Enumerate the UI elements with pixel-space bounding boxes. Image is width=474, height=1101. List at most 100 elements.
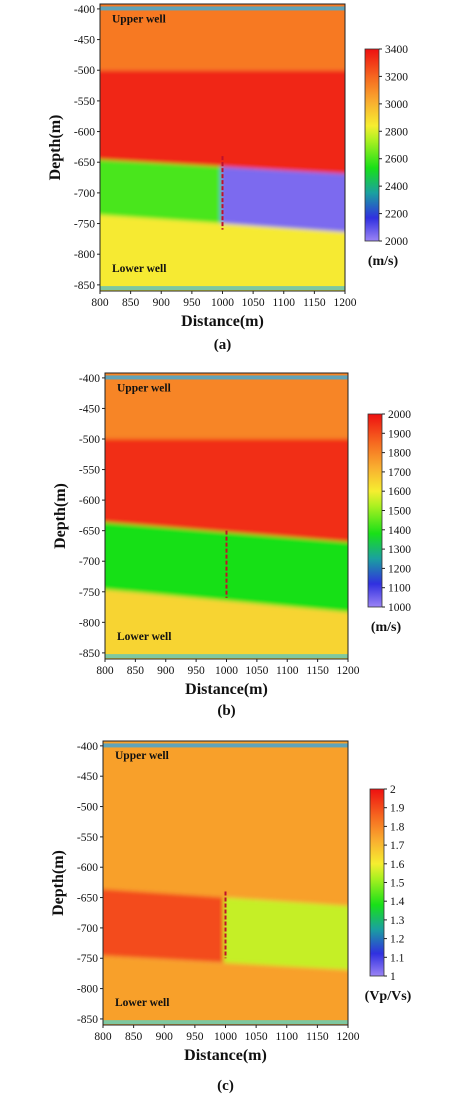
y-tick-label: -800 xyxy=(74,249,95,261)
colorbar-tick-label: 2200 xyxy=(385,209,408,221)
y-axis-label: Depth(m) xyxy=(47,115,64,181)
colorbar-tick-label: 1.4 xyxy=(390,896,405,908)
layer-1-right xyxy=(223,897,348,970)
layer-2 xyxy=(103,955,348,1025)
x-tick-label: 850 xyxy=(125,1031,143,1043)
x-tick-label: 1000 xyxy=(214,1031,237,1043)
x-tick-label: 850 xyxy=(122,297,140,309)
y-tick-label: -550 xyxy=(79,465,100,477)
y-tick-label: -450 xyxy=(77,771,98,783)
y-tick-label: -650 xyxy=(77,893,98,905)
y-axis-label: Depth(m) xyxy=(52,483,69,549)
lower-well-label: Lower well xyxy=(115,997,169,1009)
upper-well-strip xyxy=(103,743,348,748)
upper-well-strip xyxy=(105,375,348,380)
y-tick-label: -450 xyxy=(74,35,95,47)
colorbar xyxy=(364,48,380,242)
colorbar-tick-label: 1600 xyxy=(388,486,411,498)
y-tick-label: -500 xyxy=(74,65,95,77)
colorbar-tick-label: 1700 xyxy=(388,467,411,479)
y-tick-label: -700 xyxy=(79,556,100,568)
upper-well-label: Upper well xyxy=(117,382,171,394)
y-tick-label: -600 xyxy=(79,495,100,507)
lower-well-strip xyxy=(100,286,345,291)
colorbar-tick-label: 1500 xyxy=(388,506,411,518)
panel-caption: (c) xyxy=(217,1078,234,1094)
y-tick-label: -500 xyxy=(79,434,100,446)
colorbar-tick-label: 1 xyxy=(390,971,396,983)
colorbar-tick-label: 3400 xyxy=(385,44,408,56)
colorbar-tick-label: 1.5 xyxy=(390,878,405,890)
x-tick-label: 1000 xyxy=(215,665,238,677)
x-tick-label: 1100 xyxy=(276,665,299,677)
lower-well-strip xyxy=(105,654,348,659)
x-tick-label: 1150 xyxy=(303,297,326,309)
layer-2-right xyxy=(220,166,345,233)
layer-3 xyxy=(100,215,345,291)
colorbar-tick-label: 1400 xyxy=(388,525,411,537)
colorbar-tick-label: 1.1 xyxy=(390,952,405,964)
colorbar-tick-label: 1200 xyxy=(388,563,411,575)
y-tick-label: -600 xyxy=(77,862,98,874)
y-tick-label: -500 xyxy=(77,802,98,814)
upper-well-strip xyxy=(100,6,345,11)
heatmap-area xyxy=(103,741,348,1025)
colorbar-tick-label: 3200 xyxy=(385,71,408,83)
panel-2: Upper well Lower well 800 850 900 950 1000 1050… xyxy=(50,740,412,1094)
heatmap-area xyxy=(100,4,345,291)
y-tick-label: -650 xyxy=(74,157,95,169)
x-tick-label: 1100 xyxy=(272,297,295,309)
y-tick-label: -800 xyxy=(79,617,100,629)
colorbar-tick-label: 3000 xyxy=(385,99,408,111)
upper-well-label: Upper well xyxy=(112,13,166,25)
colorbar-tick-label: 2000 xyxy=(388,409,411,421)
colorbar-tick-label: 2 xyxy=(390,784,396,796)
x-axis-label: Distance(m) xyxy=(181,313,264,330)
heatmap-area xyxy=(105,373,348,659)
panel-caption: (a) xyxy=(214,337,232,353)
panel-caption: (b) xyxy=(217,703,235,719)
lower-well-strip xyxy=(103,1020,348,1025)
y-tick-label: -400 xyxy=(77,741,98,753)
colorbar xyxy=(367,413,383,608)
y-tick-label: -800 xyxy=(77,984,98,996)
colorbar-unit: (m/s) xyxy=(368,254,399,269)
x-tick-label: 1000 xyxy=(211,297,234,309)
y-tick-label: -850 xyxy=(77,1014,98,1026)
layer-0 xyxy=(105,373,348,439)
x-tick-label: 1050 xyxy=(245,665,268,677)
x-axis-label: Distance(m) xyxy=(184,1047,267,1064)
y-tick-label: -550 xyxy=(74,96,95,108)
y-tick-label: -650 xyxy=(79,526,100,538)
x-axis-label: Distance(m) xyxy=(185,681,268,698)
x-tick-label: 1150 xyxy=(306,665,329,677)
x-tick-label: 1050 xyxy=(242,297,265,309)
lower-well-label: Lower well xyxy=(112,263,166,275)
colorbar-tick-label: 1.3 xyxy=(390,915,405,927)
x-tick-label: 800 xyxy=(96,665,114,677)
layer-3 xyxy=(105,589,348,659)
x-tick-label: 900 xyxy=(153,297,171,309)
colorbar-tick-label: 1800 xyxy=(388,448,411,460)
y-tick-label: -600 xyxy=(74,127,95,139)
y-tick-label: -850 xyxy=(74,280,95,292)
x-tick-label: 950 xyxy=(183,297,201,309)
y-tick-label: -750 xyxy=(74,219,95,231)
colorbar-unit: (m/s) xyxy=(371,620,402,635)
panel-0: Upper well Lower well 800 850 900 950 1000 1050… xyxy=(47,3,408,353)
y-tick-label: -750 xyxy=(77,953,98,965)
x-tick-label: 850 xyxy=(127,665,145,677)
layer-1-left xyxy=(103,889,228,963)
colorbar-tick-label: 1.7 xyxy=(390,840,405,852)
x-tick-label: 900 xyxy=(157,665,175,677)
x-tick-label: 950 xyxy=(186,1031,204,1043)
x-tick-label: 1100 xyxy=(275,1031,298,1043)
upper-well-label: Upper well xyxy=(115,750,169,762)
y-tick-label: -850 xyxy=(79,648,100,660)
y-tick-label: -400 xyxy=(74,4,95,16)
colorbar-tick-label: 1100 xyxy=(388,583,411,595)
x-tick-label: 1200 xyxy=(337,1031,360,1043)
x-tick-label: 800 xyxy=(94,1031,112,1043)
y-tick-label: -700 xyxy=(74,188,95,200)
